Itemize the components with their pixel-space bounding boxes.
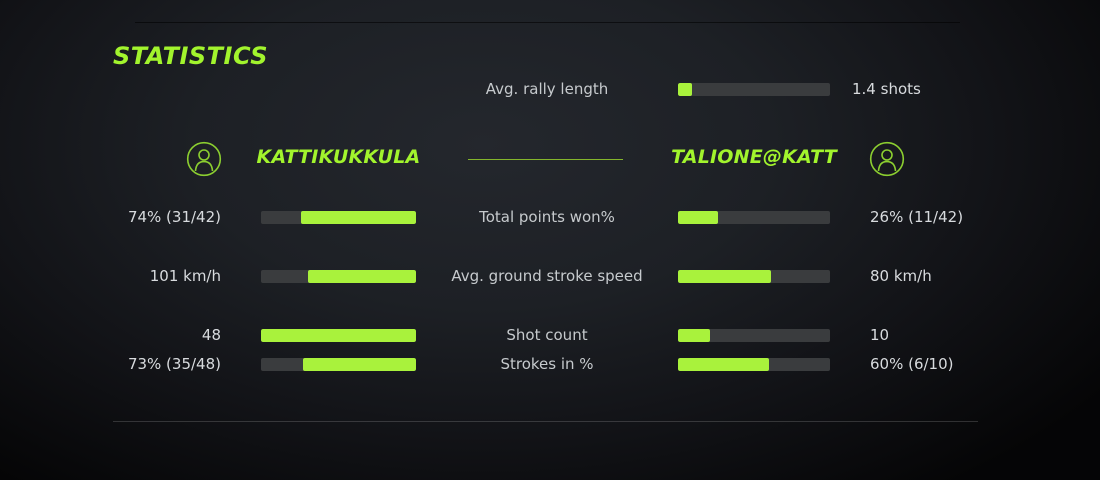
bar-track [261,358,416,371]
left-player-bar [261,329,416,342]
right-player-value: 60% (6/10) [870,355,954,373]
right-player-bar [678,329,830,342]
page-title: STATISTICS [113,42,268,70]
left-player-value: 74% (31/42) [127,208,221,226]
bar-fill [307,270,416,283]
rally-length-label: Avg. rally length [485,80,609,98]
bar-fill [678,270,771,283]
stat-row-stroke-speed: 101 km/h Avg. ground stroke speed 80 km/… [0,267,1100,287]
bottom-divider [113,421,978,422]
rally-bar-track [678,83,830,96]
bar-track [261,270,416,283]
right-player-value: 10 [870,326,890,344]
bar-fill [261,329,416,342]
bar-fill [678,329,710,342]
left-player-value: 48 [201,326,221,344]
stat-label: Shot count [506,326,588,344]
left-player-bar [261,270,416,283]
bar-fill [302,358,416,371]
bar-track [678,358,830,371]
right-player-bar [678,211,830,224]
stat-label: Total points won% [479,208,615,226]
left-player-value: 73% (35/48) [127,355,221,373]
bar-fill [678,211,718,224]
stat-label: Avg. ground stroke speed [451,267,643,285]
player-right-avatar-icon [869,141,905,177]
right-player-value: 80 km/h [870,267,932,285]
bar-track [678,270,830,283]
left-player-value: 101 km/h [149,267,221,285]
right-player-value: 26% (11/42) [870,208,964,226]
player-right-name: TALIONE@KATT [671,146,837,168]
stat-label: Strokes in % [500,355,594,373]
rally-length-row: Avg. rally length 1.4 shots [0,80,1100,100]
bar-track [261,211,416,224]
left-player-bar [261,211,416,224]
rally-length-bar [678,83,830,96]
player-left-name: KATTIKUKKULA [256,146,421,168]
bar-track [678,329,830,342]
players-divider-line [468,159,623,160]
bar-track [678,211,830,224]
stat-row-strokes-in: 73% (35/48) Strokes in % 60% (6/10) [0,355,1100,375]
player-left-avatar-icon [186,141,222,177]
bar-track [261,329,416,342]
right-player-bar [678,270,830,283]
right-player-bar [678,358,830,371]
top-divider [135,22,960,23]
bar-fill [301,211,416,224]
rally-bar-fill [678,83,692,96]
rally-length-value: 1.4 shots [852,80,921,98]
left-player-bar [261,358,416,371]
bar-fill [678,358,770,371]
stat-row-total-points: 74% (31/42) Total points won% 26% (11/42… [0,208,1100,228]
stat-row-shot-count: 48 Shot count 10 [0,326,1100,346]
